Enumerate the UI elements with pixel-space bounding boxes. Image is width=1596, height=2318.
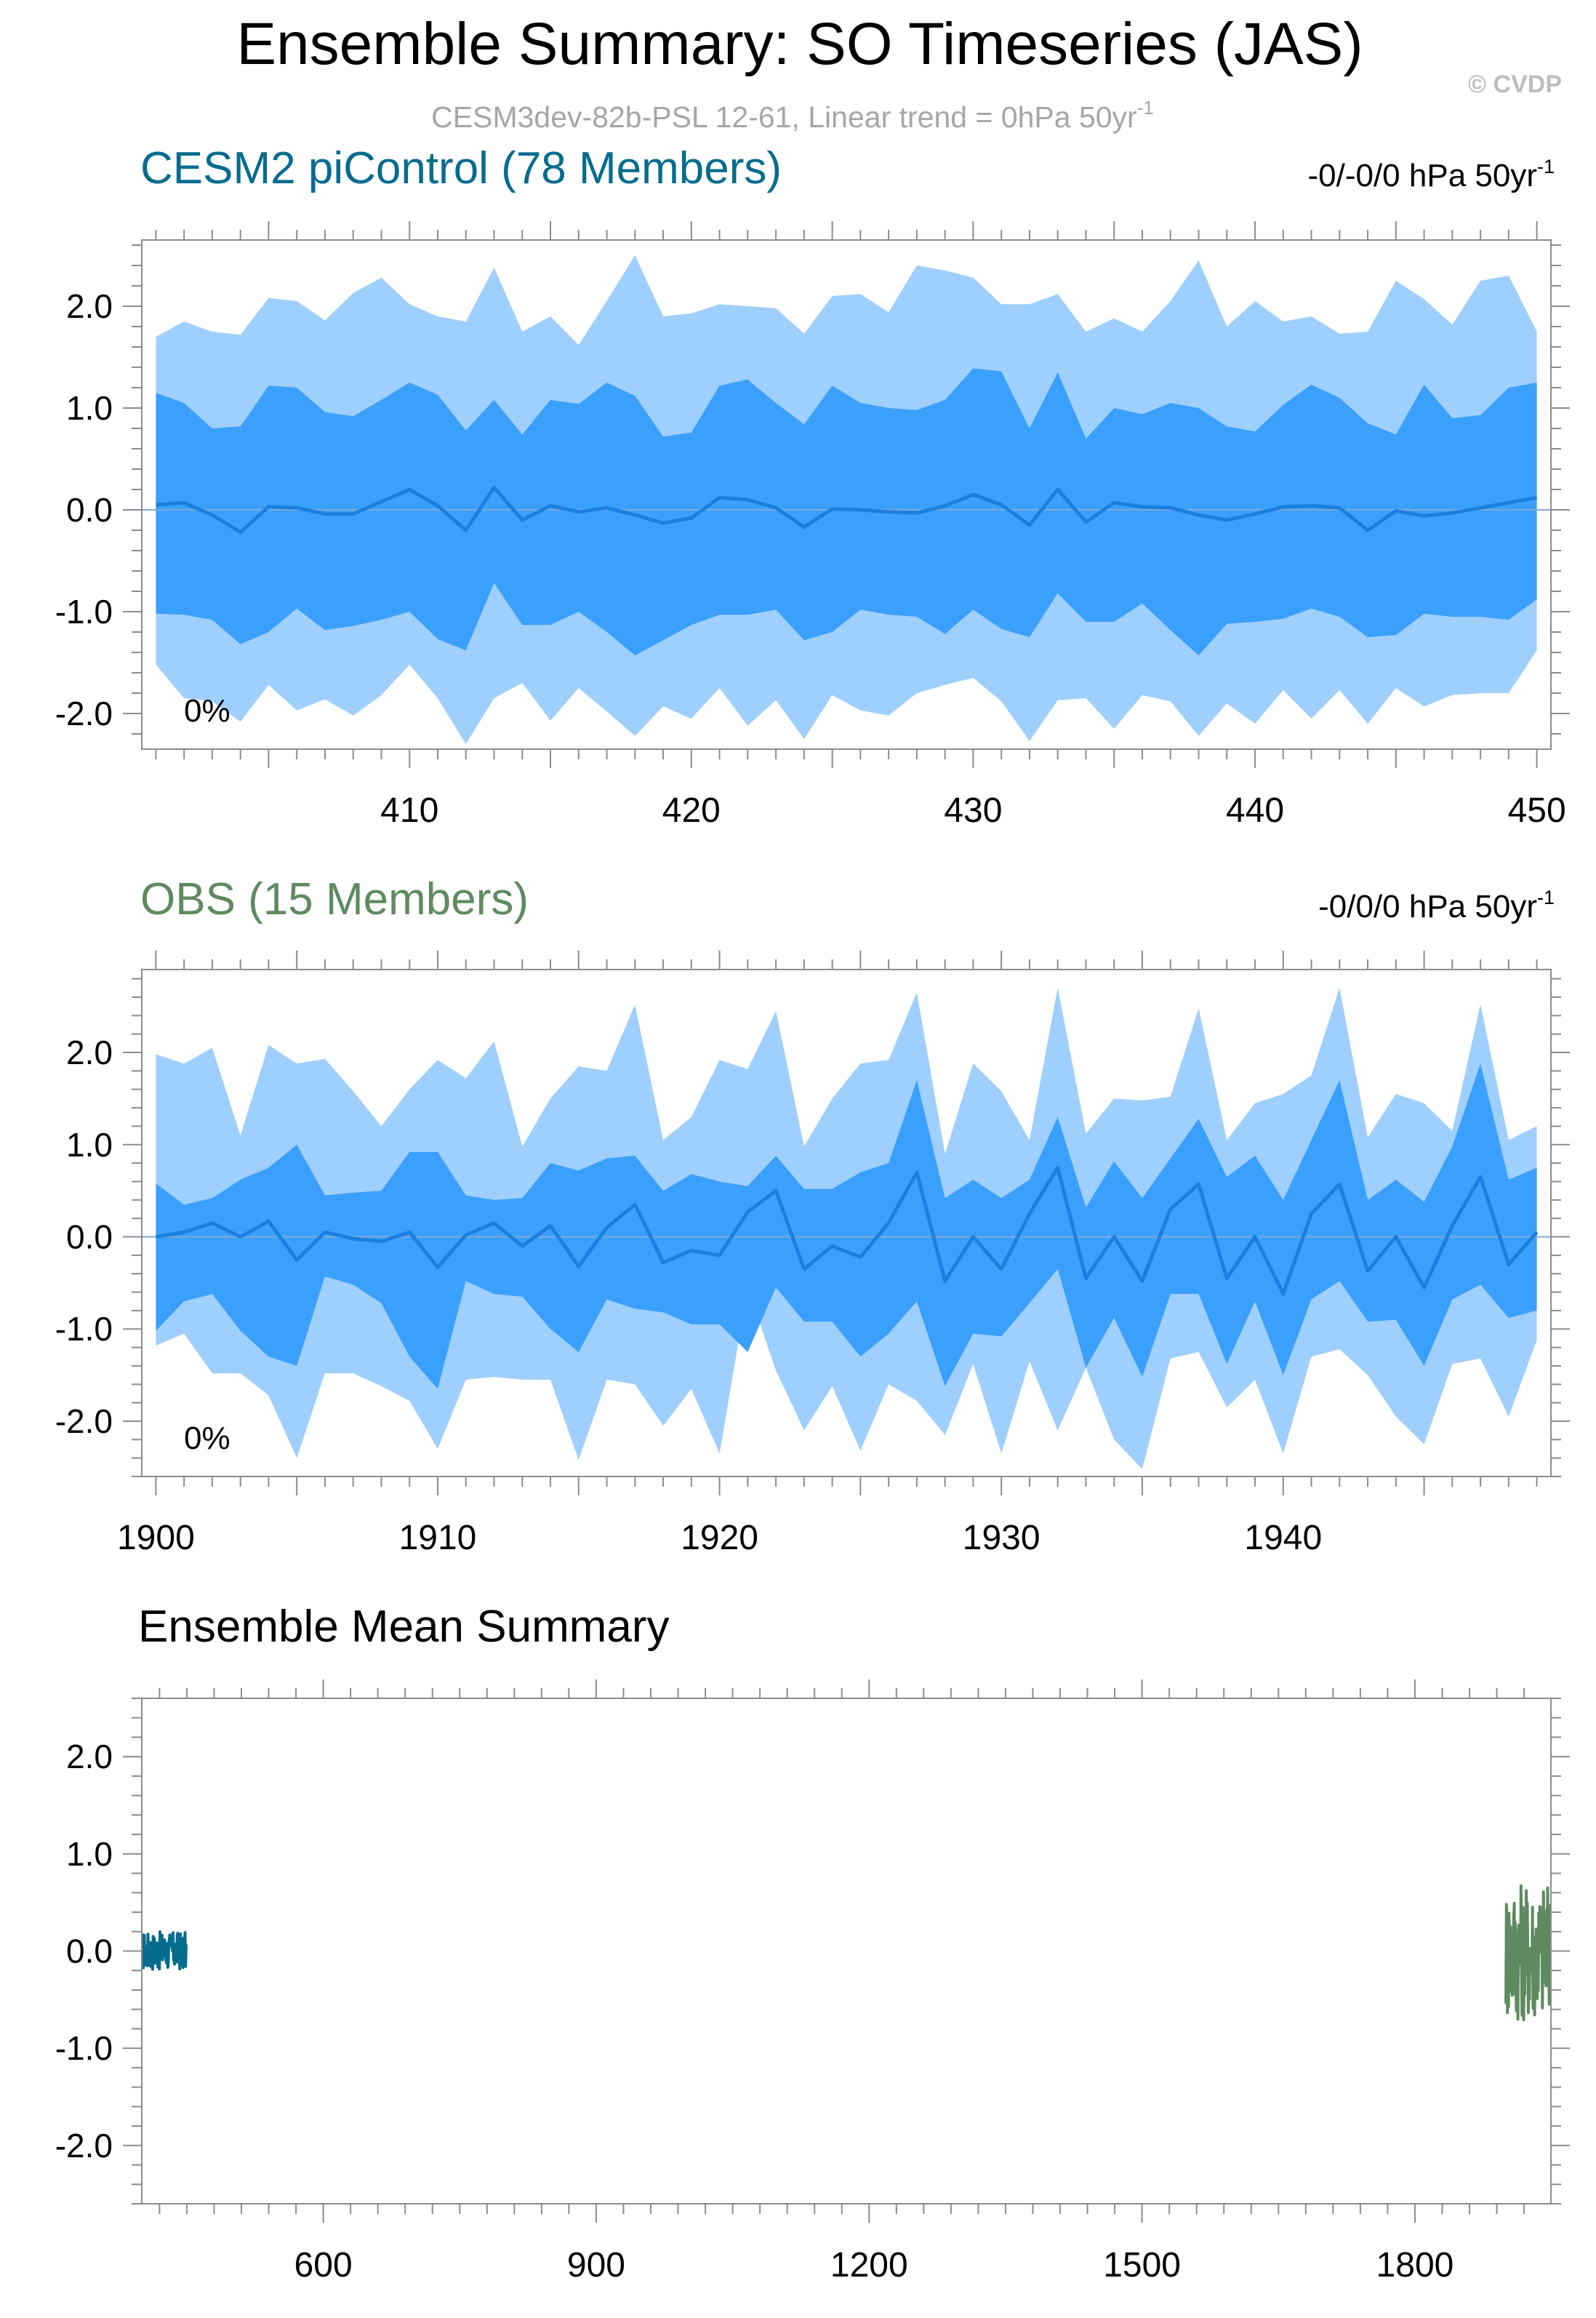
plot-frame [141,1698,1552,2205]
percent-label: 0% [184,693,230,729]
inner-spread-band [156,368,1537,656]
x-tick-label: 450 [1508,791,1566,830]
obs-ensemble-mean-trace [1504,1884,1552,2021]
cesm-ensemble-mean-trace [140,1930,188,1971]
x-tick-label: 900 [567,2246,625,2285]
y-tick-label: -2.0 [55,1402,113,1440]
inner-spread-band [156,1063,1537,1389]
x-tick-label: 1500 [1103,2246,1181,2285]
x-tick-label: 1910 [399,1519,477,1557]
figure-title: Ensemble Summary: SO Timeseries (JAS) [236,11,1363,77]
y-tick-label: -1.0 [55,1310,113,1348]
x-tick-label: 1940 [1244,1519,1322,1557]
panel-title: CESM2 piControl (78 Members) [140,143,782,193]
x-tick-label: 1930 [963,1519,1040,1557]
trend-text: -0/-0/0 hPa 50yr [1307,158,1537,193]
cesm-panel: 2.0 1.0 0.0 -1.0 -2.0 410 420 430 440 450 CESM2 pi… [55,143,1570,830]
x-tick-label: 1200 [830,2246,908,2285]
plot-frame [141,969,1552,1477]
y-tick-label: -2.0 [55,695,113,732]
y-tick-label: 2.0 [66,1034,113,1071]
percent-label: 0% [184,1420,230,1456]
y-tick-label: 0.0 [66,1933,113,1970]
x-tick-label: 1900 [117,1519,195,1557]
y-tick-label: -1.0 [55,593,113,631]
y-tick-label: 2.0 [66,287,113,325]
copyright-label: © CVDP [1468,71,1562,98]
subtitle-superscript: -1 [1137,97,1154,119]
y-tick-label: -2.0 [55,2127,113,2165]
x-tick-label: 600 [294,2246,353,2285]
plot-frame [141,239,1552,750]
y-tick-label: 2.0 [66,1738,113,1775]
y-tick-label: 1.0 [66,1126,113,1164]
x-tick-label: 1800 [1376,2246,1454,2285]
trend-label: -0/0/0 hPa 50yr-1 [1318,887,1555,924]
trend-superscript: -1 [1537,156,1555,177]
x-tick-label: 410 [380,791,438,830]
y-tick-label: 0.0 [66,491,113,529]
x-tick-label: 420 [662,791,721,830]
obs-panel: 2.0 1.0 0.0 -1.0 -2.0 1900 1910 1920 1930 1940 OBS… [55,874,1570,1557]
panel-title: Ensemble Mean Summary [138,1602,670,1652]
mean-summary-panel: 2.0 1.0 0.0 -1.0 -2.0 600 900 1200 1500 1800 Ensem… [55,1602,1570,2285]
x-tick-label: 1920 [681,1519,758,1557]
trend-label: -0/-0/0 hPa 50yr-1 [1307,156,1555,193]
ensemble-mean-line [156,485,1538,535]
trend-text: -0/0/0 hPa 50yr [1318,889,1537,924]
panel-title: OBS (15 Members) [140,874,529,924]
ensemble-mean-line [155,1166,1539,1296]
y-tick-label: 1.0 [66,1835,113,1873]
y-tick-label: 0.0 [66,1218,113,1256]
y-tick-label: -1.0 [55,2029,113,2067]
figure-subtitle: CESM3dev-82b-PSL 12-61, Linear trend = 0… [431,97,1154,134]
trend-superscript: -1 [1537,887,1555,908]
x-tick-label: 440 [1226,791,1284,830]
subtitle-text: CESM3dev-82b-PSL 12-61, Linear trend = 0… [431,100,1137,134]
x-tick-label: 430 [944,791,1002,830]
y-tick-label: 1.0 [66,389,113,427]
